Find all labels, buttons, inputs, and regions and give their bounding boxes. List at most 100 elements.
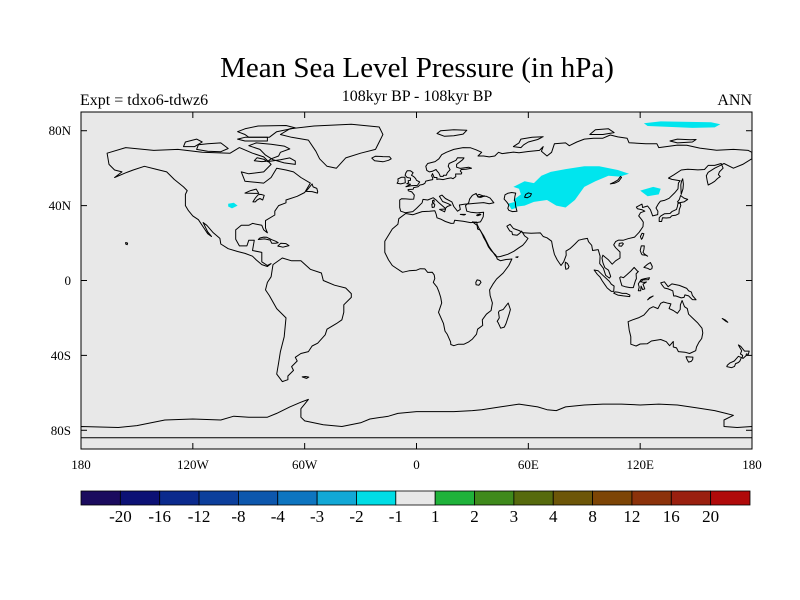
coastline-eurasia [399,134,752,279]
anomaly-regions [228,121,721,210]
x-tick-label: 120E [626,457,654,472]
colorbar-swatch [710,490,751,506]
coastline-north-america [106,147,311,267]
coastline-borneo [619,266,639,289]
colorbar-label: 2 [470,507,479,526]
coastline-southampton-island [253,157,267,163]
coastline-australia [627,300,704,354]
coastline-sardinia [431,202,436,208]
experiment-label: Expt = tdxo6-tdwz6 [80,92,209,109]
coastline-aral-sea [524,192,532,199]
colorbar-swatch [474,490,515,506]
y-tick-label: 0 [65,273,72,288]
colorbar-label: -12 [188,507,211,526]
coastline-antarctica [81,398,752,439]
colorbar-label: -4 [271,507,286,526]
colorbar-label: -20 [109,507,132,526]
season-label: ANN [717,92,752,109]
coastline-banks-island [183,138,203,148]
coastline-new-siberian-islands [669,138,697,144]
colorbar-label: -8 [231,507,245,526]
coastline-caspian-sea [503,192,518,213]
coastline-ireland [396,176,406,185]
y-tick-label: 80N [49,123,72,138]
colorbar: -20 -16 -12 -8 -4 -3 -2 -1 1 2 3 4 8 12 16 20 [80,490,751,526]
anomaly-region-arctic-east-siberia [643,121,721,128]
coastline-timor [647,295,654,301]
coastline-mindanao [643,262,653,271]
x-tick-label: 60W [292,457,318,472]
x-tick-label: 180 [742,457,762,472]
coastline-cyprus [476,213,482,217]
coastline-sri-lanka [564,261,570,270]
map-background [81,112,752,449]
coastline-africa [384,210,513,347]
coastline-devon-island [237,136,268,142]
coastline-lake-victoria [475,279,482,286]
chart-title: Mean Sea Level Pressure (in hPa) [220,52,614,84]
colorbar-swatch [80,490,121,506]
period-label: 108kyr BP - 108kyr BP [341,88,493,105]
anomaly-region-north-america-spot [228,202,238,209]
coastline-new-guinea [660,281,697,301]
coastline-ellesmere-island [237,125,296,138]
colorbar-label: 8 [588,507,597,526]
map-axes: 180 120W 60W 0 60E 120E 180 80N 40N 0 40S 80S [49,112,762,472]
coastline-sumatra [593,269,615,292]
y-tick-label: 40S [51,348,71,363]
coastline-svalbard [436,129,468,137]
anomaly-region-central-asia [513,166,629,208]
coastline-iceland [371,155,392,163]
coastlines [81,123,752,439]
coastline-sakhalin [680,178,684,195]
colorbar-swatch [395,490,436,506]
coastline-corsica [432,199,435,204]
coastline-novaya-zemlya [512,136,544,149]
colorbar-label: -1 [389,507,403,526]
colorbar-swatch [277,490,318,506]
colorbar-swatch [316,490,357,506]
coastline-new-caledonia [721,318,729,323]
coastline-falklands [301,376,310,379]
x-tick-label: 120W [177,457,210,472]
coastline-lake-superior [244,188,260,194]
colorbar-swatch [356,490,397,506]
anomaly-region-manchuria [640,186,661,197]
colorbar-swatch [552,490,593,506]
coastline-victoria-island [196,142,229,153]
coastline-hispaniola [277,242,290,248]
colorbar-swatch [198,490,239,506]
coastline-socotra [515,256,519,258]
coastline-lake-baikal [609,175,622,185]
coastline-hawaii [125,242,129,246]
coastline-madagascar [496,302,511,329]
colorbar-label: -16 [148,507,171,526]
coastline-java [613,291,631,298]
coastline-taiwan [639,232,645,240]
coastline-crete [459,213,466,216]
x-tick-label: 60E [518,457,539,472]
coastline-luzon [639,245,649,257]
colorbar-swatch [159,490,200,506]
coastline-great-britain [404,170,421,188]
coastline-hainan [618,242,624,247]
colorbar-label: 1 [431,507,440,526]
colorbar-swatch [119,490,161,506]
coastline-lake-michigan-huron [252,193,265,203]
colorbar-swatch [592,490,633,506]
colorbar-swatch [238,490,279,506]
coastline-black-sea-crimea [476,193,485,198]
coastline-newfoundland [305,183,319,194]
anomaly-region-caspian-spot [507,201,518,210]
colorbar-label: 12 [623,507,640,526]
colorbar-label: -3 [310,507,324,526]
coastline-cuba [257,236,279,244]
coastline-greenland [279,123,384,169]
y-tick-label: 80S [51,423,71,438]
colorbar-label: 20 [702,507,719,526]
coastline-sicily [439,208,447,213]
colorbar-swatch [670,490,712,506]
colorbar-label: 16 [663,507,680,526]
x-tick-label: 180 [71,457,91,472]
